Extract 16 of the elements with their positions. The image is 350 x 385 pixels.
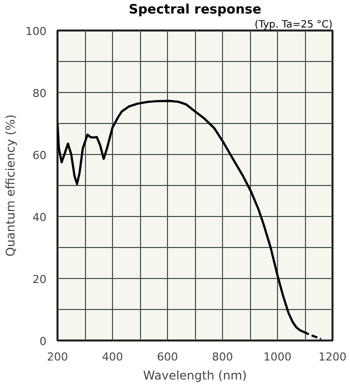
y-tick-label: 0 bbox=[40, 335, 46, 348]
x-tick-label: 1200 bbox=[318, 350, 347, 364]
y-tick-label: 20 bbox=[32, 273, 47, 286]
x-tick-label: 800 bbox=[212, 350, 233, 364]
y-tick-label: 40 bbox=[32, 211, 47, 224]
x-axis-title: Wavelength (nm) bbox=[143, 368, 247, 382]
x-tick-label: 1000 bbox=[264, 350, 292, 364]
annotation: (Typ. Ta=25 °C) bbox=[254, 20, 333, 30]
x-tick-label: 200 bbox=[47, 350, 68, 364]
y-tick-label: 60 bbox=[32, 149, 47, 162]
x-tick-label: 600 bbox=[157, 350, 178, 364]
x-tick-label: 400 bbox=[102, 350, 123, 364]
y-tick-label: 100 bbox=[26, 25, 47, 38]
y-axis-title: Quantum efficiency (%) bbox=[4, 114, 18, 257]
y-tick-label: 80 bbox=[32, 87, 47, 100]
chart-title: Spectral response bbox=[128, 2, 262, 18]
